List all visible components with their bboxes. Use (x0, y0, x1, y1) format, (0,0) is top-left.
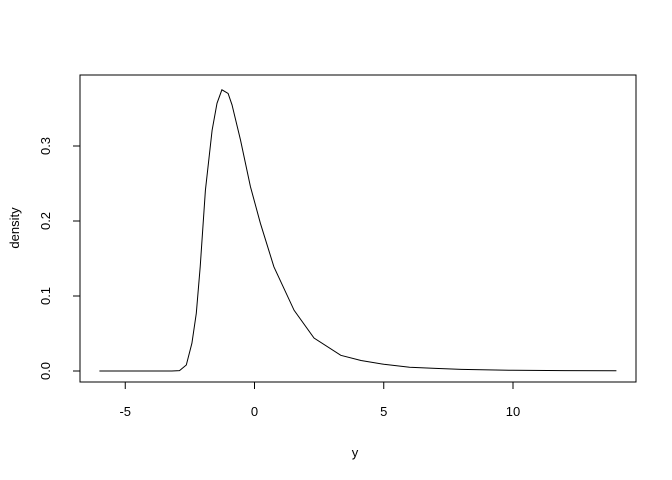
y-tick-label: 0.3 (38, 137, 53, 155)
x-axis-label: y (352, 445, 359, 460)
x-tick-label: -5 (119, 404, 131, 419)
plot-box (79, 74, 637, 383)
y-tick-label: 0.2 (38, 212, 53, 230)
y-axis: 0.0 0.1 0.2 0.3 (38, 137, 81, 380)
x-axis: -5 0 5 10 (119, 381, 520, 419)
y-tick-label: 0.0 (38, 362, 53, 380)
y-tick-label: 0.1 (38, 287, 53, 305)
density-line (99, 89, 617, 372)
x-tick-label: 10 (506, 404, 520, 419)
x-tick-label: 0 (251, 404, 258, 419)
y-axis-label: density (7, 207, 22, 249)
x-tick-label: 5 (380, 404, 387, 419)
